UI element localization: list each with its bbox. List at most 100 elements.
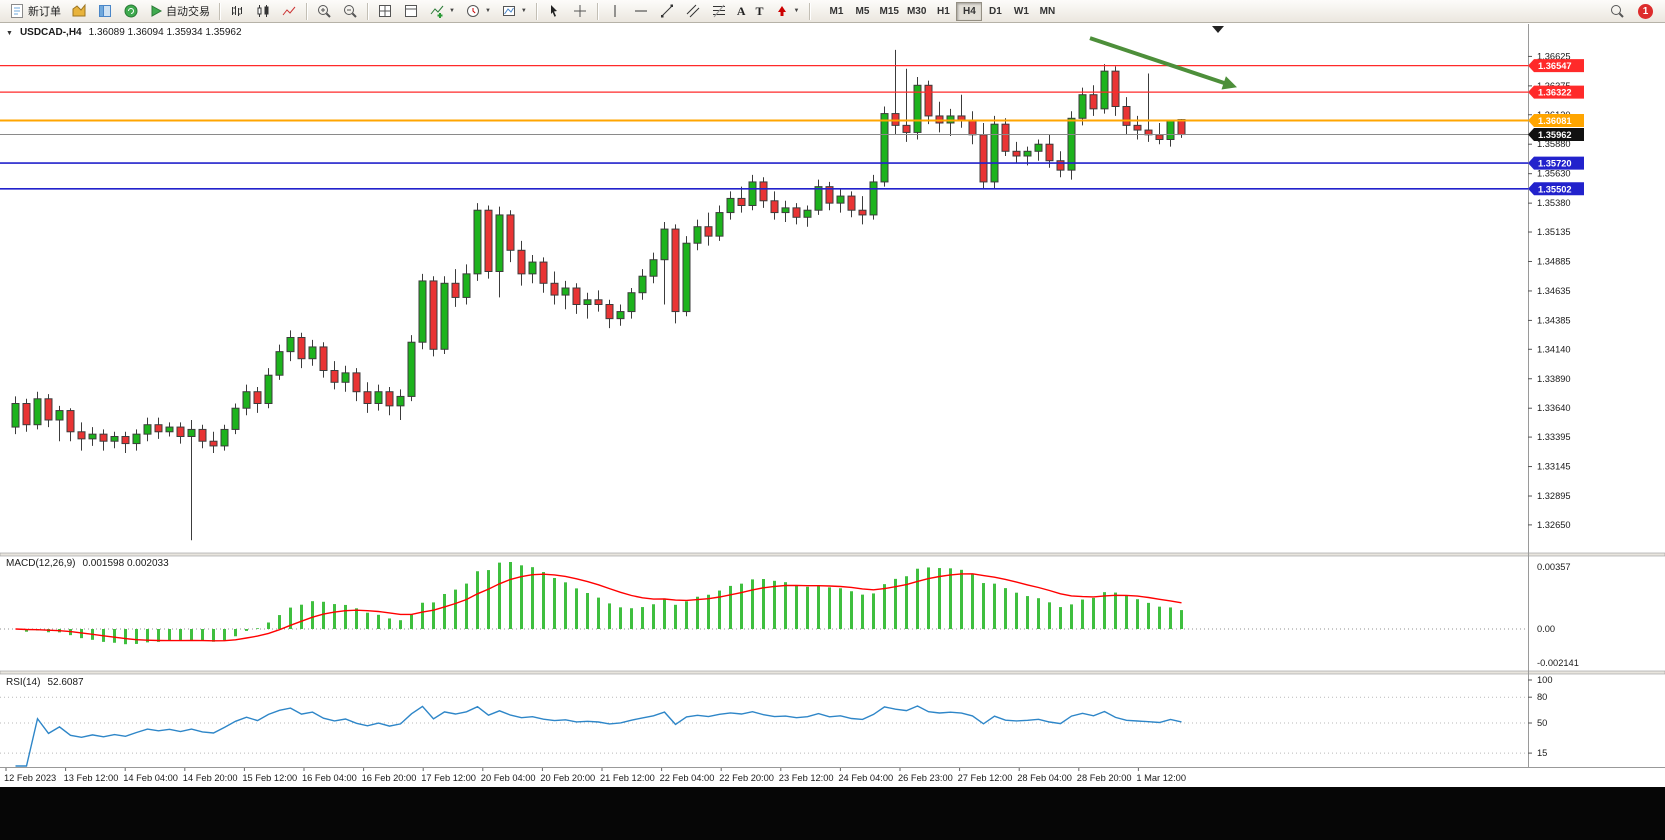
svg-text:1.34140: 1.34140 <box>1537 344 1571 354</box>
panel-splitter[interactable] <box>0 552 1665 557</box>
zoom-out-button[interactable] <box>338 1 362 21</box>
templates-button[interactable]: ▼ <box>497 1 531 21</box>
periods-button[interactable]: ▼ <box>461 1 495 21</box>
crosshair-icon <box>573 5 586 17</box>
toolbar-separator <box>808 2 810 20</box>
svg-text:1.35380: 1.35380 <box>1537 198 1571 208</box>
timeframe-button-m15[interactable]: M15 <box>876 2 903 21</box>
chart-line-button[interactable] <box>277 1 301 21</box>
crosshair-button[interactable] <box>568 1 592 21</box>
svg-text:50: 50 <box>1537 718 1547 728</box>
text-button[interactable]: A <box>733 1 750 21</box>
chevron-down-icon: ▼ <box>520 8 527 14</box>
svg-text:20 Feb 20:00: 20 Feb 20:00 <box>540 773 595 783</box>
svg-text:1.33890: 1.33890 <box>1537 374 1571 384</box>
price-scale-box <box>1528 114 1584 128</box>
channel-button[interactable] <box>681 1 705 21</box>
timeframe-button-m30[interactable]: M30 <box>903 2 930 21</box>
terminal-icon <box>124 4 138 18</box>
template-icon <box>502 6 515 16</box>
auto-trading-button[interactable]: 自动交易 <box>145 1 214 21</box>
toolbar-separator <box>306 2 307 20</box>
svg-text:1.34885: 1.34885 <box>1537 256 1571 266</box>
timeframe-button-h1[interactable]: H1 <box>930 2 956 21</box>
indicators-button[interactable]: ▼ <box>425 1 459 21</box>
svg-text:22 Feb 04:00: 22 Feb 04:00 <box>660 773 715 783</box>
new-order-label: 新订单 <box>28 6 61 18</box>
timeframe-button-mn[interactable]: MN <box>1034 2 1060 21</box>
vertical-line-button[interactable] <box>603 1 627 21</box>
notification-badge[interactable]: 1 <box>1638 3 1653 19</box>
timeframe-button-h4[interactable]: H4 <box>956 1 983 21</box>
rsi-indicator-label: RSI(14) <box>6 677 41 688</box>
svg-text:-0.002141: -0.002141 <box>1537 658 1579 668</box>
terminal-button[interactable] <box>119 1 143 21</box>
collapse-caret-icon[interactable]: ▼ <box>6 30 13 37</box>
chart-area[interactable]: 1.366251.363751.361301.358801.356301.353… <box>0 23 1665 840</box>
fibonacci-icon <box>712 4 725 18</box>
tile-windows-icon <box>379 5 391 17</box>
arrows-button[interactable]: ▼ <box>770 1 804 21</box>
svg-text:1.33395: 1.33395 <box>1537 432 1571 442</box>
timeframe-button-w1[interactable]: W1 <box>1008 2 1034 21</box>
auto-trading-label: 自动交易 <box>166 6 210 18</box>
vertical-line-icon <box>614 5 616 17</box>
trendline-button[interactable] <box>655 1 679 21</box>
horizontal-line-button[interactable] <box>629 1 653 21</box>
svg-text:28 Feb 20:00: 28 Feb 20:00 <box>1077 773 1132 783</box>
zoom-in-button[interactable] <box>312 1 336 21</box>
search-icon <box>1611 5 1624 18</box>
chart-symbol-title: USDCAD-,H4 <box>19 27 82 38</box>
svg-text:1.36547: 1.36547 <box>1538 61 1572 71</box>
svg-text:26 Feb 23:00: 26 Feb 23:00 <box>898 773 953 783</box>
svg-text:1.35880: 1.35880 <box>1537 139 1571 149</box>
rsi-label-bar: RSI(14) 52.6087 <box>6 677 84 688</box>
timeframe-button-m1[interactable]: M1 <box>824 2 850 21</box>
data-window-icon <box>405 5 417 17</box>
trend-arrow-head <box>1221 76 1237 90</box>
chart-candles-button[interactable] <box>251 1 275 21</box>
toolbar-separator <box>535 2 537 20</box>
timeframe-button-m5[interactable]: M5 <box>850 2 876 21</box>
svg-text:22 Feb 20:00: 22 Feb 20:00 <box>719 773 774 783</box>
svg-text:1.35135: 1.35135 <box>1537 227 1571 237</box>
timeframe-group: M1 M5 M15 M30 H1 H4 D1 W1 MN <box>824 1 1061 21</box>
svg-text:1.33640: 1.33640 <box>1537 403 1571 413</box>
timeframe-button-d1[interactable]: D1 <box>982 2 1008 21</box>
macd-indicator-label: MACD(12,26,9) <box>6 558 76 569</box>
cursor-button[interactable] <box>542 1 566 21</box>
svg-text:20 Feb 04:00: 20 Feb 04:00 <box>481 773 536 783</box>
macd-label-bar: MACD(12,26,9) 0.001598 0.002033 <box>6 558 169 569</box>
fibonacci-button[interactable] <box>707 1 731 21</box>
text-tool-label: A <box>736 4 746 18</box>
trend-arrow[interactable] <box>1089 36 1229 87</box>
search-button[interactable] <box>1605 1 1629 21</box>
chart-shift-marker[interactable] <box>1212 26 1224 33</box>
price-scale-box <box>1528 156 1584 170</box>
tile-windows-button[interactable] <box>373 1 397 21</box>
panel-splitter[interactable] <box>0 670 1665 675</box>
svg-text:1.34635: 1.34635 <box>1537 286 1571 296</box>
macd-histogram <box>25 562 1183 645</box>
svg-text:16 Feb 20:00: 16 Feb 20:00 <box>362 773 417 783</box>
svg-text:28 Feb 04:00: 28 Feb 04:00 <box>1017 773 1072 783</box>
auto-trading-play-icon <box>151 5 163 17</box>
svg-text:1.35720: 1.35720 <box>1538 159 1572 169</box>
svg-text:1.36625: 1.36625 <box>1537 51 1571 61</box>
market-watch-button[interactable] <box>67 1 91 21</box>
rsi-line <box>15 705 1182 767</box>
channel-icon <box>686 4 700 18</box>
new-order-button[interactable]: 新订单 <box>5 1 65 21</box>
navigator-button[interactable] <box>93 1 117 21</box>
chart-bars-button[interactable] <box>225 1 249 21</box>
candlestick-icon <box>257 5 269 17</box>
toolbar-right-group: 1 <box>1604 1 1661 21</box>
svg-text:0.00357: 0.00357 <box>1537 562 1571 572</box>
market-watch-icon <box>72 3 86 17</box>
data-window-button[interactable] <box>399 1 423 21</box>
toolbar-separator <box>219 2 220 20</box>
svg-text:15 Feb 12:00: 15 Feb 12:00 <box>242 773 297 783</box>
svg-text:1.36081: 1.36081 <box>1538 116 1572 126</box>
label-button[interactable]: T <box>752 1 768 21</box>
svg-text:1.34385: 1.34385 <box>1537 315 1571 325</box>
